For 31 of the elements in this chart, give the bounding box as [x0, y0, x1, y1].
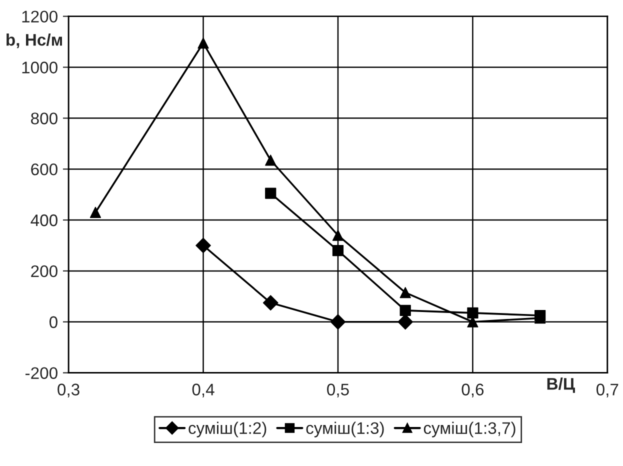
point [196, 238, 211, 254]
y-tick-label: 200 [31, 265, 58, 278]
point [90, 206, 102, 218]
point [265, 154, 276, 166]
x-tick-label: 0,4 [192, 384, 214, 398]
x-tick-label: 0,7 [596, 384, 618, 398]
point [262, 295, 278, 310]
x-tick-label: 0,6 [462, 384, 484, 398]
y-tick-label: 1000 [22, 62, 58, 74]
y-tick-label: -200 [26, 367, 58, 380]
point [332, 230, 344, 241]
y-tick-label: 0 [49, 316, 58, 328]
y-tick-label: 1200 [22, 10, 58, 23]
y-tick-label: 600 [31, 163, 58, 176]
legend-label: суміш(1:3,7) [424, 422, 516, 438]
point [400, 287, 411, 298]
y-tick-label: 800 [31, 112, 58, 124]
point [398, 314, 414, 330]
point [400, 304, 411, 316]
legend-label: суміш(1:2) [188, 422, 266, 438]
y-axis-title: b, Нс/м [6, 33, 62, 48]
y-tick-label: 400 [30, 214, 58, 226]
legend-label: суміш(1:3) [306, 422, 384, 438]
x-axis-title: В/Ц [547, 378, 575, 393]
point [467, 307, 478, 319]
x-tick-label: 0,5 [327, 384, 349, 398]
point [330, 314, 346, 330]
point [198, 37, 209, 49]
x-tick-label: 0,3 [58, 384, 80, 398]
point [265, 188, 276, 199]
point [332, 245, 344, 256]
